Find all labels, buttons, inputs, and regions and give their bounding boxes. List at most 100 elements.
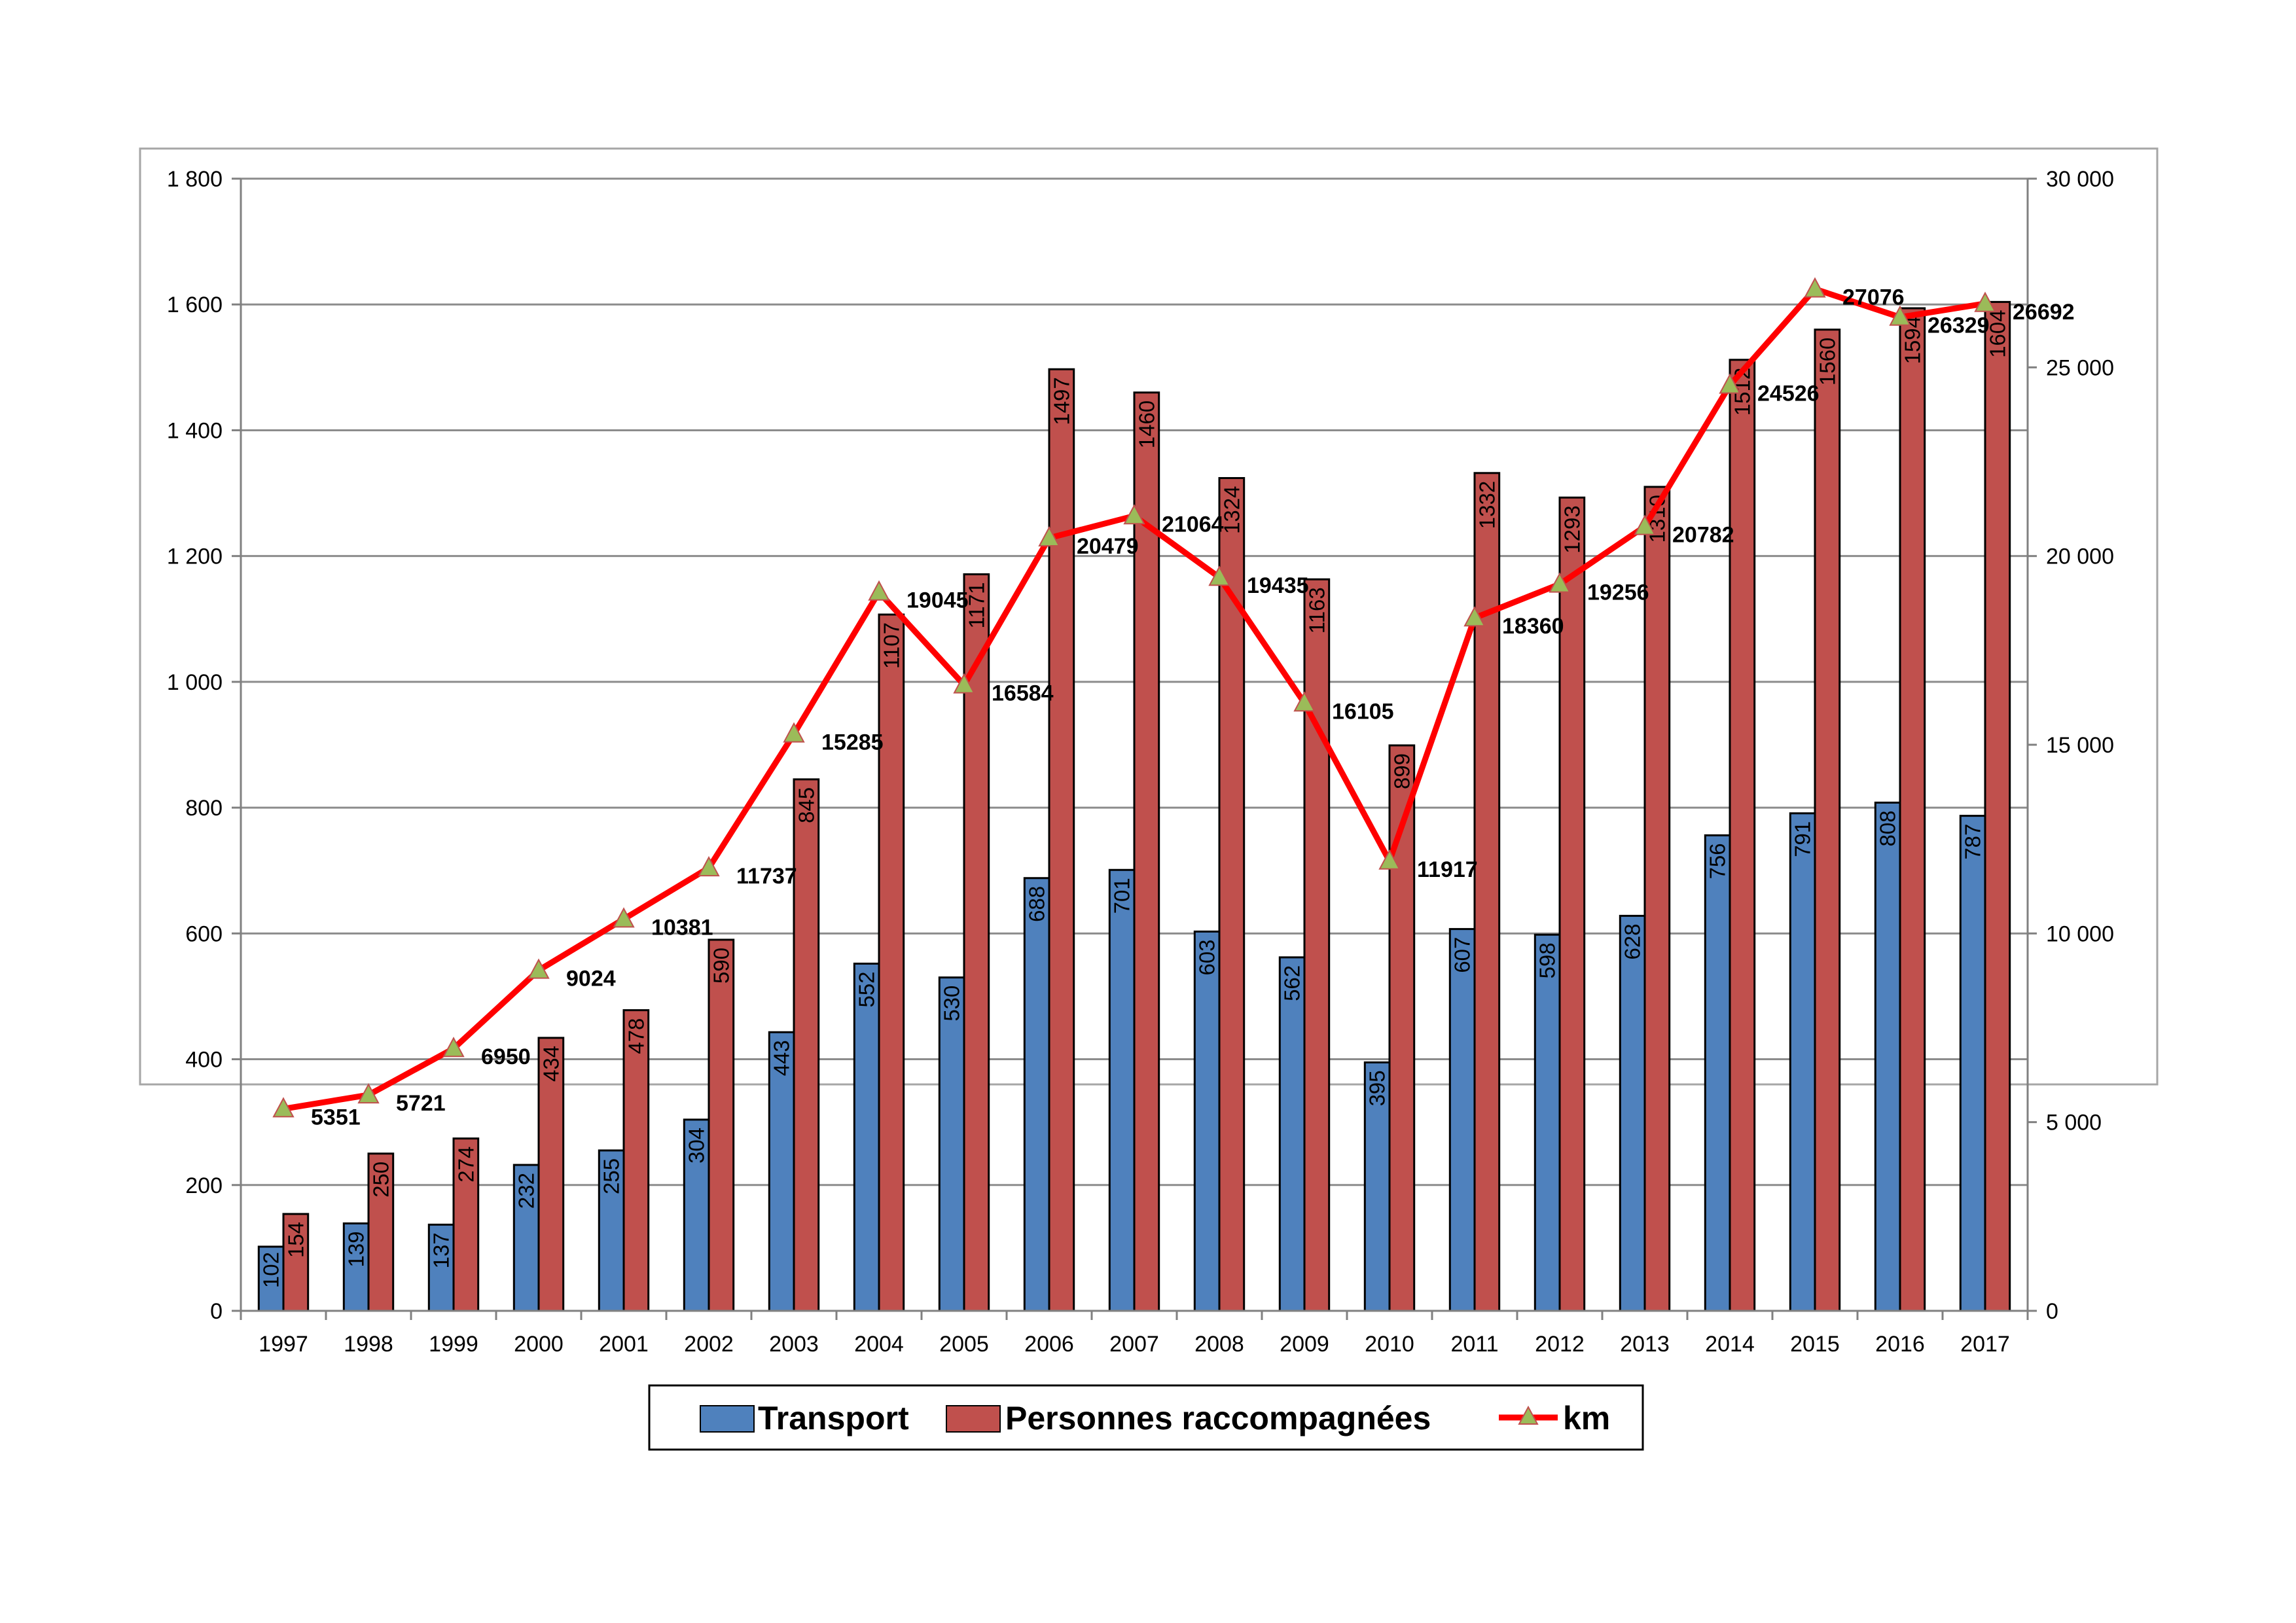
- bar-label-transport: 628: [1621, 923, 1645, 959]
- x-tick-label: 2006: [1024, 1332, 1074, 1357]
- km-marker: [953, 673, 975, 694]
- bar-personnes: [1984, 300, 2011, 1312]
- bar-personnes: [1473, 472, 1501, 1312]
- km-data-label: 26329: [1928, 313, 1990, 338]
- km-marker: [1208, 565, 1230, 586]
- bar-label-personnes: 590: [709, 948, 733, 984]
- bar-label-transport: 701: [1110, 878, 1134, 914]
- bar-transport: [1619, 914, 1646, 1312]
- km-marker: [613, 907, 635, 928]
- km-marker: [868, 580, 890, 601]
- bar-personnes: [708, 938, 735, 1312]
- bar-label-transport: 787: [1961, 824, 1985, 860]
- y-left-tick-label: 1 800: [167, 167, 223, 192]
- bar-personnes: [1899, 307, 1926, 1312]
- bar-label-personnes: 1560: [1815, 338, 1839, 385]
- bar-label-personnes: 1604: [1985, 310, 2009, 357]
- x-tick-label: 2001: [599, 1332, 649, 1357]
- x-tick-label: 2007: [1109, 1332, 1159, 1357]
- km-data-label: 11917: [1417, 857, 1478, 882]
- bar-label-personnes: 1171: [964, 582, 988, 629]
- bar-label-personnes: 1497: [1049, 377, 1073, 425]
- km-marker: [1804, 277, 1826, 298]
- bar-transport: [683, 1118, 710, 1312]
- bar-label-transport: 232: [514, 1173, 539, 1209]
- x-tick-label: 2013: [1620, 1332, 1670, 1357]
- bar-transport: [938, 976, 965, 1312]
- km-marker: [1378, 849, 1401, 870]
- km-data-label: 27076: [1842, 285, 1905, 310]
- bar-transport: [1874, 801, 1901, 1312]
- km-marker: [1123, 504, 1145, 525]
- y-left-tick-label: 1 400: [167, 418, 223, 443]
- y-right-tick-label: 15 000: [2046, 733, 2114, 758]
- x-tick-label: 2000: [514, 1332, 564, 1357]
- bar-label-personnes: 1332: [1475, 481, 1499, 529]
- bar-label-transport: 395: [1365, 1070, 1390, 1106]
- km-data-label: 10381: [651, 915, 713, 940]
- legend-label-transport: Transport: [758, 1400, 909, 1436]
- bar-transport: [1023, 877, 1050, 1312]
- bar-transport: [1448, 928, 1476, 1312]
- km-marker: [1038, 526, 1060, 547]
- y-right-tick-label: 20 000: [2046, 544, 2114, 569]
- bar-transport: [1278, 956, 1306, 1312]
- km-marker: [357, 1082, 380, 1104]
- x-tick-label: 1998: [344, 1332, 393, 1357]
- km-marker: [272, 1097, 295, 1118]
- y-right-tick-label: 30 000: [2046, 167, 2114, 192]
- km-data-label: 6950: [481, 1044, 531, 1069]
- bar-personnes: [1048, 368, 1075, 1312]
- bar-label-transport: 552: [855, 971, 879, 1007]
- bar-personnes: [622, 1009, 650, 1312]
- bar-personnes: [1303, 578, 1331, 1312]
- km-data-label: 24526: [1757, 382, 1820, 406]
- x-tick-label: 2004: [854, 1332, 904, 1357]
- bar-personnes: [1133, 391, 1160, 1312]
- km-marker: [1889, 305, 1911, 326]
- legend: Transport Personnes raccompagnées km: [648, 1384, 1644, 1451]
- km-data-label: 21064: [1162, 512, 1224, 537]
- x-tick-label: 2010: [1365, 1332, 1414, 1357]
- km-marker: [1634, 514, 1656, 535]
- bar-label-personnes: 1460: [1134, 401, 1158, 448]
- x-tick-label: 2008: [1194, 1332, 1244, 1357]
- bar-transport: [1108, 868, 1136, 1312]
- x-tick-label: 1997: [259, 1332, 308, 1357]
- legend-swatch-personnes: [946, 1405, 1001, 1433]
- bar-personnes: [1643, 486, 1671, 1312]
- km-marker: [1974, 291, 1996, 312]
- x-tick-label: 2016: [1875, 1332, 1925, 1357]
- y-right-tick-label: 25 000: [2046, 355, 2114, 380]
- bar-label-personnes: 899: [1390, 753, 1414, 789]
- bar-personnes: [367, 1152, 395, 1312]
- bar-label-personnes: 154: [283, 1222, 308, 1258]
- bar-personnes: [1558, 496, 1586, 1312]
- km-marker: [1463, 606, 1486, 627]
- bar-personnes: [1218, 476, 1246, 1312]
- bar-label-transport: 791: [1791, 821, 1815, 857]
- bar-personnes: [1814, 329, 1841, 1312]
- km-data-label: 11737: [736, 864, 797, 889]
- km-data-label: 20479: [1077, 534, 1139, 559]
- x-tick-label: 2012: [1535, 1332, 1585, 1357]
- y-left-tick-label: 1 600: [167, 293, 223, 317]
- legend-box: [648, 1384, 1644, 1451]
- bar-label-personnes: 1293: [1560, 505, 1584, 553]
- bar-personnes: [878, 613, 905, 1312]
- km-data-label: 16584: [992, 681, 1054, 706]
- km-data-label: 18360: [1502, 614, 1564, 639]
- bar-transport: [1789, 812, 1816, 1312]
- y-left-tick-label: 800: [185, 796, 223, 821]
- bar-label-personnes: 1324: [1219, 486, 1244, 533]
- x-tick-label: 2005: [939, 1332, 989, 1357]
- y-left-tick-label: 0: [210, 1299, 223, 1324]
- bar-transport: [1704, 834, 1731, 1312]
- bar-transport: [1959, 815, 1986, 1312]
- bar-label-transport: 443: [770, 1040, 794, 1076]
- bar-personnes: [537, 1037, 565, 1312]
- y-left-tick-label: 1 200: [167, 544, 223, 569]
- km-marker: [1549, 572, 1571, 593]
